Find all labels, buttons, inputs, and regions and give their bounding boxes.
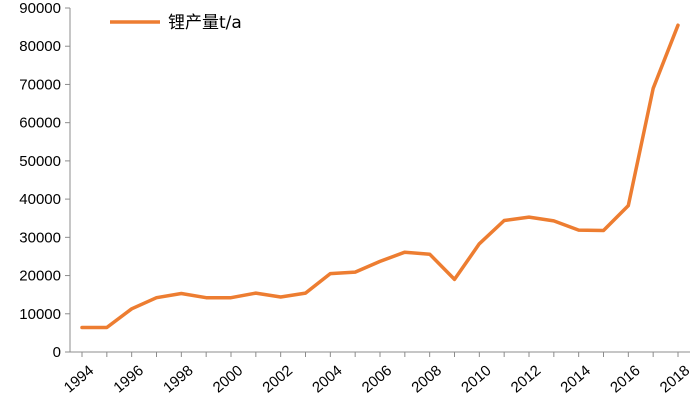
legend: 锂产量t/a bbox=[110, 13, 242, 33]
x-tick-label: 2002 bbox=[259, 362, 295, 396]
legend-label: 锂产量t/a bbox=[168, 13, 242, 33]
y-tick-label: 0 bbox=[53, 344, 61, 361]
x-tick-label: 2012 bbox=[508, 362, 544, 396]
y-tick-label: 50000 bbox=[19, 153, 61, 170]
x-tick-label: 2016 bbox=[607, 362, 643, 396]
axes bbox=[65, 7, 690, 357]
x-tick-label: 1996 bbox=[110, 362, 146, 396]
y-tick-label: 20000 bbox=[19, 268, 61, 285]
x-tick-label: 2004 bbox=[309, 362, 345, 396]
x-axis-tick-labels: 1994 1996 1998 2000 2002 2004 2006 2008 2010 2012… bbox=[61, 362, 693, 396]
y-axis-tick-labels: 0 10000 20000 30000 40000 50000 60000 70000 8000… bbox=[19, 0, 61, 361]
y-tick-label: 30000 bbox=[19, 229, 61, 246]
x-tick-label: 2008 bbox=[408, 362, 444, 396]
x-tick-label: 2010 bbox=[458, 362, 494, 396]
y-tick-label: 60000 bbox=[19, 115, 61, 132]
x-tick-label: 2018 bbox=[657, 362, 693, 396]
y-tick-label: 70000 bbox=[19, 76, 61, 93]
x-tick-label: 1998 bbox=[160, 362, 196, 396]
series-line-0 bbox=[80, 23, 680, 330]
series-layer bbox=[80, 23, 680, 330]
y-tick-label: 10000 bbox=[19, 306, 61, 323]
x-tick-label: 2000 bbox=[210, 362, 246, 396]
x-tick-label: 2006 bbox=[359, 362, 395, 396]
y-tick-label: 90000 bbox=[19, 0, 61, 17]
x-tick-label: 2014 bbox=[557, 362, 593, 396]
x-tick-label: 1994 bbox=[61, 362, 97, 396]
y-tick-label: 40000 bbox=[19, 191, 61, 208]
y-tick-label: 80000 bbox=[19, 38, 61, 55]
